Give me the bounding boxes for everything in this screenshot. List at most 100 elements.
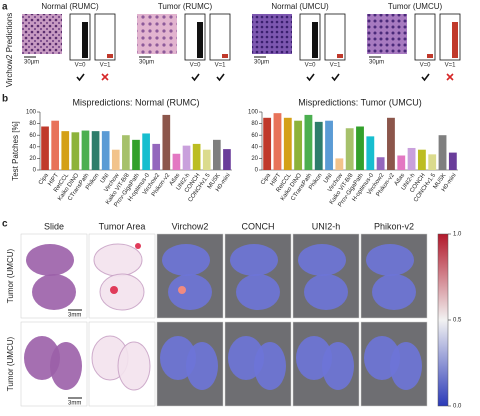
column-title: UNI2-h [312,221,341,231]
prediction-bar [222,54,228,58]
column-title: Slide [44,221,64,231]
colorbar [437,233,449,407]
tissue [93,243,143,277]
colorbar-tick-label: 0.5 [453,318,462,324]
prediction-bar [107,54,113,58]
scale-label: 3mm [68,401,81,407]
check-icon [191,73,200,82]
class-label: V=0 [75,63,87,69]
bar [335,158,344,170]
bar [387,117,395,170]
bar [122,135,130,170]
tissue [254,342,286,390]
prediction-bar [197,22,203,58]
group-title: Tumor (UMCU) [388,2,443,11]
y-tick-label: 80 [251,121,258,127]
scale-label: 30µm [139,60,154,66]
check-icon [421,73,430,82]
bar [132,139,140,170]
panel-label: c [2,219,8,230]
y-tick-label: 60 [29,133,36,139]
bar [417,149,426,170]
scale-label: 30µm [369,60,384,66]
colorbar-tick-label: 0.0 [453,404,462,410]
y-tick-label: 100 [248,110,259,116]
chart-title: Mispredictions: Normal (RUMC) [72,97,199,107]
bar [223,149,231,170]
bar [152,143,161,170]
panel-label: b [2,94,8,105]
bar [283,117,292,170]
column-title: Phikon-v2 [374,221,414,231]
class-label: V=1 [330,63,342,69]
bar [438,135,447,170]
y-tick-label: 100 [26,110,37,116]
prediction-bar [337,54,343,58]
y-axis-label: Test Patches [%] [11,121,20,181]
prediction-box [209,13,231,61]
tissue [26,244,74,276]
column-title: Virchow2 [172,221,209,231]
tissue-patch [137,14,177,54]
bar [366,136,375,170]
bar [263,117,272,170]
prediction-bar [427,54,433,58]
tissue [186,342,218,390]
tissue [390,342,422,390]
bar [41,126,49,170]
bar [192,143,201,170]
column-title: Tumor Area [99,221,146,231]
bar [407,147,416,170]
bar [162,114,171,170]
tissue-patch [367,14,407,54]
tissue-patch [22,14,62,54]
y-axis-label: Virchow2 Predictions [5,13,14,88]
scale-label: 3mm [68,313,81,319]
y-tick-label: 60 [251,133,258,139]
y-tick-label: 40 [29,144,36,150]
column-title: CONCH [242,221,275,231]
bar [182,145,191,170]
bar [345,128,354,170]
bar [325,120,333,170]
check-icon [331,73,340,82]
tumor-spot [178,286,186,294]
y-tick-label: 0 [255,168,259,174]
tissue [32,274,76,310]
scale-label: 30µm [24,60,39,66]
tumor-spot [135,243,141,249]
class-label: V=0 [190,63,202,69]
x-tick-label: UNI [100,172,111,184]
bar [356,126,364,170]
class-label: V=1 [445,63,457,69]
bar [294,120,303,170]
bar [101,131,110,170]
tissue [298,244,346,276]
bar [51,120,59,170]
bar [202,149,211,170]
bar [213,139,221,170]
tissue [162,244,210,276]
bar [428,154,437,170]
prediction-box [324,13,346,61]
bar [273,113,282,170]
bar [172,153,181,170]
group-title: Normal (RUMC) [41,2,99,11]
row-label: Tumor (UMCU) [6,248,15,303]
tissue [372,274,416,310]
bar [91,131,100,170]
tissue [168,274,212,310]
bar [376,157,385,170]
class-label: V=0 [305,63,317,69]
tissue [99,273,145,311]
tissue [117,341,151,391]
colorbar-tick-label: 1.0 [453,232,462,238]
bar [111,149,120,170]
cross-icon [446,73,454,81]
tissue [304,274,348,310]
class-label: V=1 [100,63,112,69]
check-icon [216,73,225,82]
x-tick-label: UNI [323,172,334,184]
panel-label: a [2,2,8,13]
